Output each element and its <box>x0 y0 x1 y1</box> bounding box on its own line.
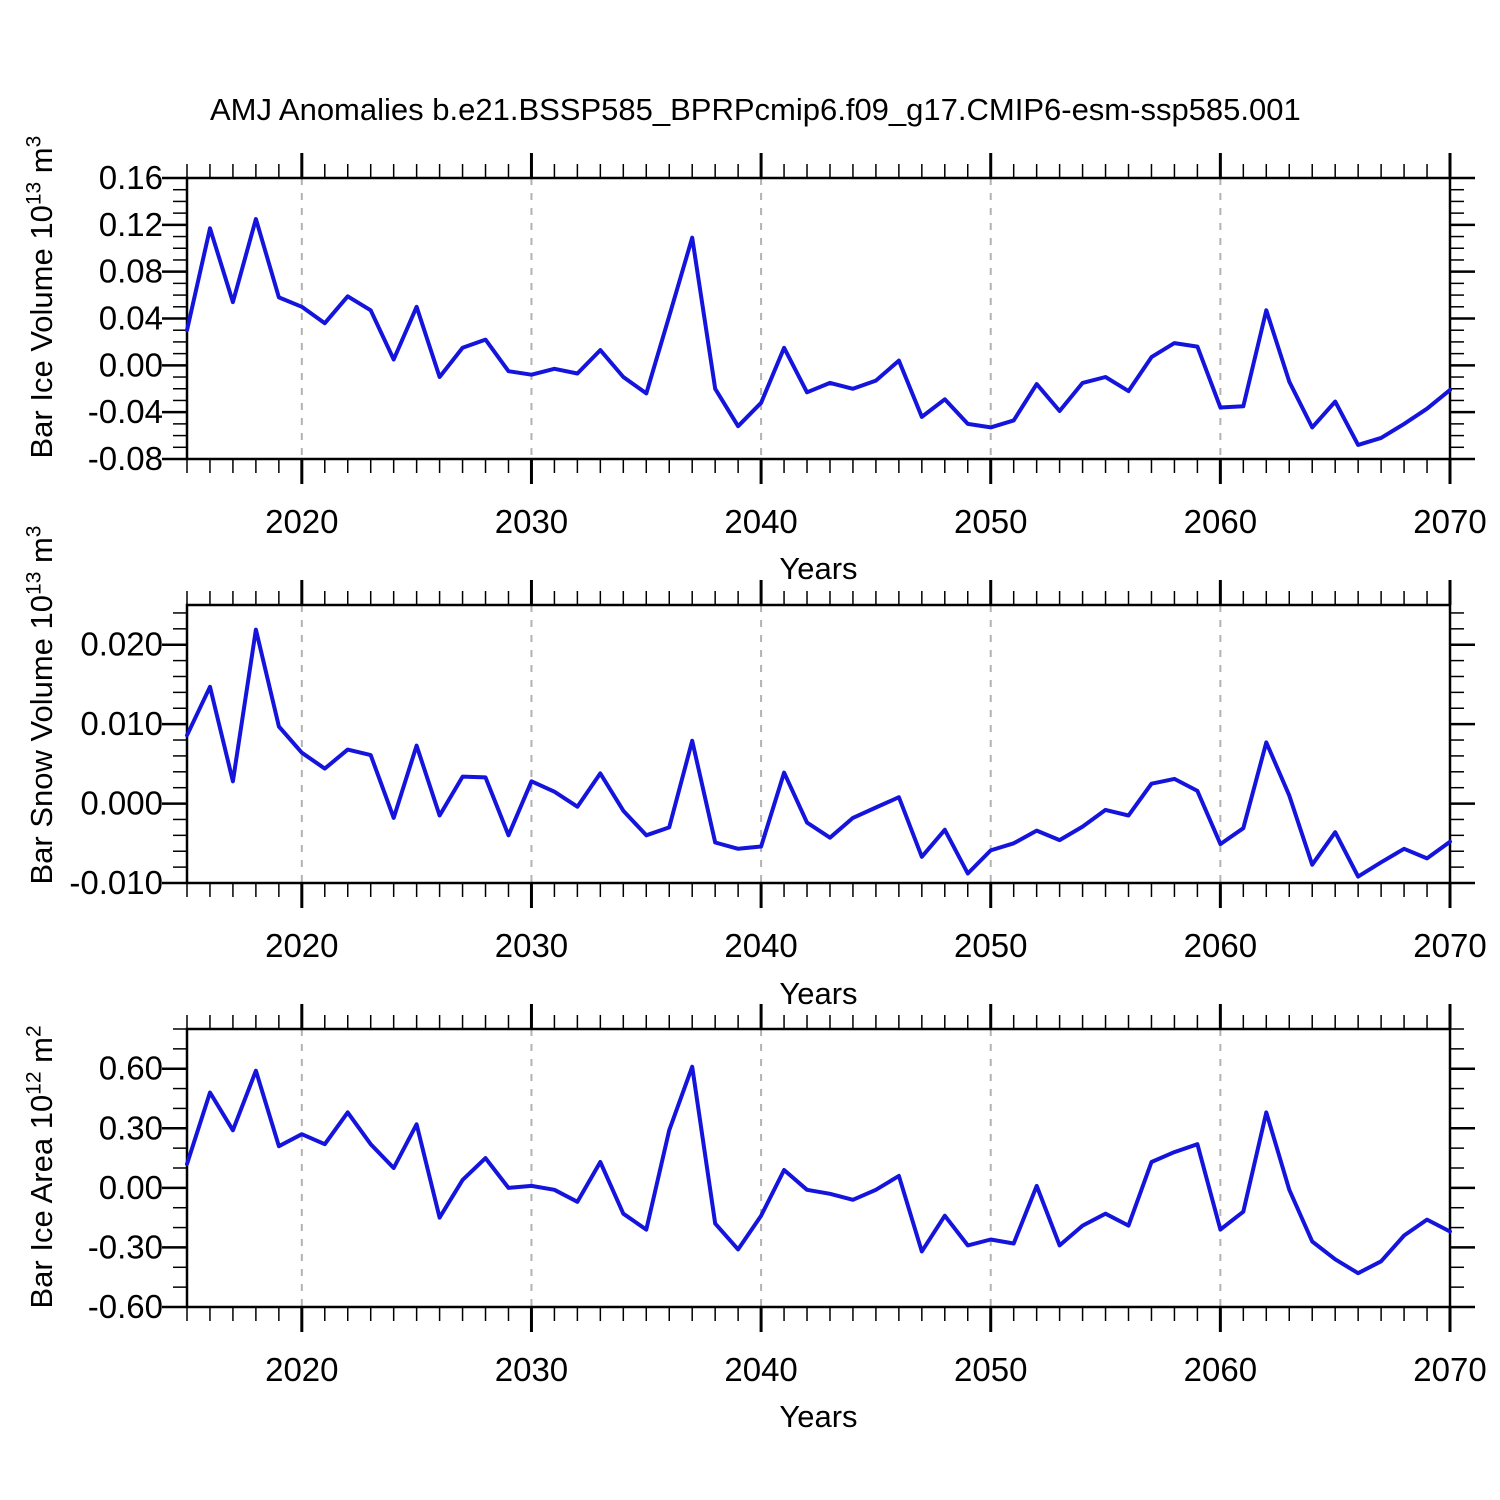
y-axis-title-ice-area: Bar Ice Area 1012 m2 <box>15 1025 59 1308</box>
y-axis-title-ice-volume: Bar Ice Volume 1013 m3 <box>15 136 59 459</box>
series-line-bar-ice-area <box>185 1064 1452 1276</box>
x-tick-label: 2020 <box>265 927 338 964</box>
x-tick-label: 2020 <box>265 503 338 540</box>
y-tick-label: -0.60 <box>88 1288 163 1325</box>
y-axis-title-unit: m <box>23 1037 59 1072</box>
x-tick-label: 2030 <box>495 1351 568 1388</box>
x-tick-label: 2070 <box>1413 927 1486 964</box>
y-axis-title-text: Bar Snow Volume 10 <box>23 594 59 885</box>
series-line-bar-snow-volume <box>185 627 1452 879</box>
x-tick-label: 2070 <box>1413 1351 1486 1388</box>
series-line-bar-ice-volume <box>185 217 1452 447</box>
x-tick-label: 2020 <box>265 1351 338 1388</box>
y-axis-title-text: Bar Ice Area 10 <box>23 1094 59 1309</box>
y-tick-label: 0.60 <box>99 1050 163 1087</box>
plot-frame <box>185 1027 1452 1309</box>
x-tick-label: 2060 <box>1184 1351 1257 1388</box>
y-tick-label: 0.000 <box>80 785 163 822</box>
x-tick-label: 2050 <box>954 503 1027 540</box>
x-tick-label: 2050 <box>954 927 1027 964</box>
y-axis-title-exponent: 12 <box>22 1071 46 1095</box>
y-axis-title-unit: m <box>23 537 59 572</box>
y-tick-label: -0.04 <box>88 393 163 430</box>
y-tick-label: -0.08 <box>88 440 163 477</box>
y-axis-title-unit: m <box>23 147 59 182</box>
y-axis-title-unit-exponent: 3 <box>22 135 46 148</box>
chart-title: AMJ Anomalies b.e21.BSSP585_BPRPcmip6.f0… <box>210 92 1301 127</box>
y-tick-label: 0.12 <box>99 206 163 243</box>
y-tick-label: 0.30 <box>99 1109 163 1146</box>
y-tick-label: 0.08 <box>99 253 163 290</box>
plot-frame <box>185 603 1452 885</box>
y-axis-title-unit-exponent: 3 <box>22 525 46 538</box>
x-tick-label: 2040 <box>724 503 797 540</box>
x-tick-label: 2030 <box>495 503 568 540</box>
x-tick-label: 2040 <box>724 927 797 964</box>
x-tick-label: 2060 <box>1184 503 1257 540</box>
y-axis-title-unit-exponent: 2 <box>22 1025 46 1038</box>
x-tick-label: 2060 <box>1184 927 1257 964</box>
y-axis-title-snow-volume: Bar Snow Volume 1013 m3 <box>15 526 59 885</box>
y-tick-label: 0.010 <box>80 705 163 742</box>
x-axis-title-panel2: Years <box>779 976 858 1011</box>
x-tick-label: 2030 <box>495 927 568 964</box>
y-tick-label: 0.04 <box>99 300 163 337</box>
x-tick-label: 2040 <box>724 1351 797 1388</box>
y-tick-label: 0.00 <box>99 1169 163 1206</box>
y-tick-label: 0.00 <box>99 346 163 383</box>
y-tick-label: -0.010 <box>69 864 163 901</box>
y-tick-label: 0.020 <box>80 626 163 663</box>
y-axis-title-exponent: 13 <box>22 571 46 595</box>
plot-frame <box>185 176 1452 461</box>
x-tick-label: 2050 <box>954 1351 1027 1388</box>
x-axis-title-panel3: Years <box>779 1399 858 1434</box>
y-tick-label: 0.16 <box>99 159 163 196</box>
x-tick-label: 2070 <box>1413 503 1486 540</box>
y-axis-title-text: Bar Ice Volume 10 <box>23 205 59 459</box>
y-tick-label: -0.30 <box>88 1228 163 1265</box>
x-axis-title-panel1: Years <box>779 551 858 586</box>
y-axis-title-exponent: 13 <box>22 181 46 206</box>
